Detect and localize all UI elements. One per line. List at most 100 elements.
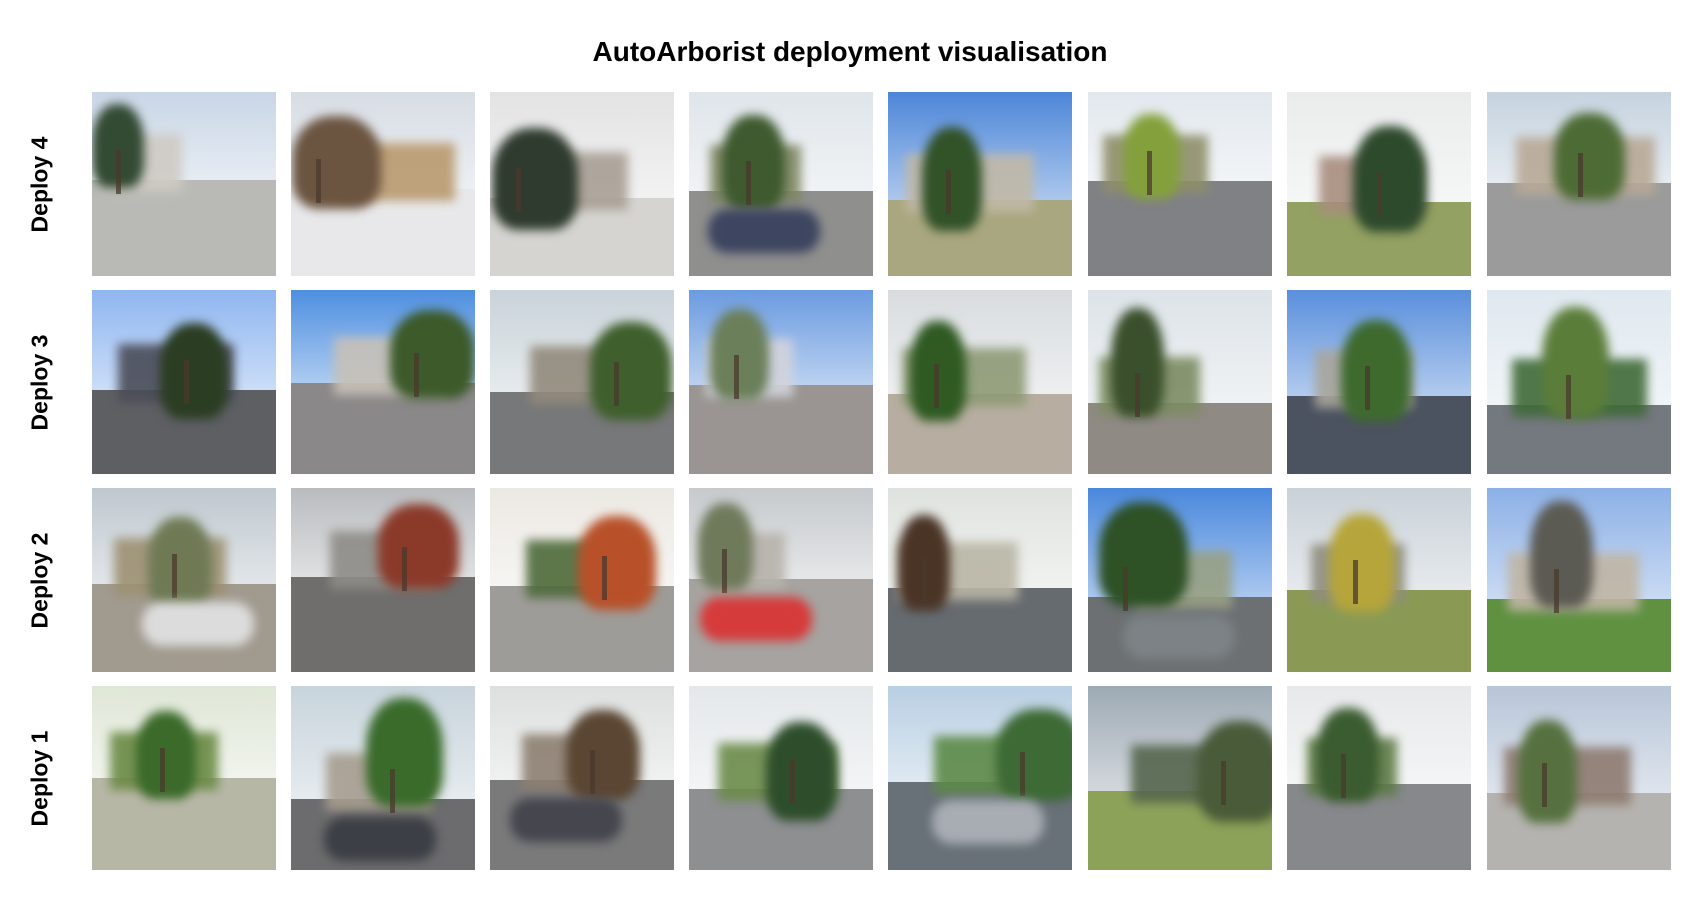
tree-canopy bbox=[136, 711, 196, 799]
row-label-text: Deploy 4 bbox=[26, 136, 53, 232]
tree-canopy bbox=[1197, 721, 1272, 822]
tree-canopy bbox=[578, 516, 656, 610]
tree-canopy bbox=[378, 504, 459, 589]
blurred-car bbox=[932, 800, 1044, 844]
tree-canopy bbox=[1554, 113, 1625, 200]
tree-trunk bbox=[160, 748, 165, 792]
ground-area bbox=[1487, 599, 1671, 672]
tree-canopy bbox=[1329, 514, 1395, 612]
ground-area bbox=[92, 180, 276, 276]
row-label: Deploy 2 bbox=[0, 488, 80, 672]
street-image-yellow-tree-street bbox=[1088, 92, 1272, 276]
tree-trunk bbox=[316, 159, 321, 203]
street-image-gingko-lawn bbox=[1287, 488, 1471, 672]
tree-trunk bbox=[590, 750, 595, 794]
tree-trunk bbox=[1353, 560, 1358, 604]
street-image-evergreen-garden bbox=[689, 686, 873, 870]
tree-trunk bbox=[1341, 754, 1346, 798]
tree-trunk bbox=[402, 547, 407, 591]
tree-trunk bbox=[390, 769, 395, 813]
tree-canopy bbox=[1341, 320, 1411, 422]
tree-trunk bbox=[722, 549, 727, 593]
tree-canopy bbox=[292, 116, 381, 209]
street-image-hedge-wall bbox=[888, 92, 1072, 276]
row-label: Deploy 3 bbox=[0, 290, 80, 474]
row-label: Deploy 4 bbox=[0, 92, 80, 276]
tree-trunk bbox=[934, 364, 939, 408]
row-label-text: Deploy 1 bbox=[26, 730, 53, 826]
tree-trunk bbox=[614, 362, 619, 406]
tree-trunk bbox=[414, 353, 419, 397]
street-image-trimmed-shrubs bbox=[1487, 92, 1671, 276]
street-image-pines-lawn bbox=[1287, 92, 1471, 276]
tree-canopy bbox=[590, 322, 672, 420]
tree-trunk bbox=[1554, 569, 1559, 613]
street-image-silver-car-shrub bbox=[888, 686, 1072, 870]
ground-area bbox=[291, 577, 475, 672]
street-image-red-leaf-tree bbox=[291, 488, 475, 672]
tree-trunk bbox=[1221, 761, 1226, 805]
street-image-field-street bbox=[1088, 686, 1272, 870]
street-image-white-car-yard bbox=[92, 488, 276, 672]
tree-trunk bbox=[1020, 752, 1025, 796]
street-image-snowy-lot bbox=[490, 92, 674, 276]
tree-trunk bbox=[946, 170, 951, 214]
tree-trunk bbox=[746, 161, 751, 205]
tree-canopy bbox=[722, 115, 785, 210]
street-image-white-building bbox=[689, 290, 873, 474]
tree-trunk bbox=[1123, 567, 1128, 611]
street-image-roundabout-tree bbox=[1287, 290, 1471, 474]
tree-canopy bbox=[1518, 720, 1577, 823]
tree-trunk bbox=[922, 558, 927, 602]
tree-canopy bbox=[160, 323, 228, 419]
tree-trunk bbox=[734, 355, 739, 399]
blurred-car bbox=[142, 602, 254, 646]
tree-canopy bbox=[1530, 501, 1593, 608]
street-image-powerlines-hedge bbox=[1487, 290, 1671, 474]
tree-canopy bbox=[390, 310, 475, 399]
ground-area bbox=[689, 385, 873, 474]
street-image-bare-tree-cloud bbox=[1487, 488, 1671, 672]
ground-area bbox=[1487, 793, 1671, 870]
tree-canopy bbox=[1542, 307, 1609, 418]
tree-trunk bbox=[1578, 153, 1583, 197]
street-image-palms-wall bbox=[291, 290, 475, 474]
tree-canopy bbox=[1353, 126, 1427, 232]
tree-canopy bbox=[366, 698, 443, 807]
tree-trunk bbox=[602, 556, 607, 600]
blurred-car bbox=[510, 798, 622, 842]
tree-canopy bbox=[148, 517, 212, 609]
street-image-palm-oak-street bbox=[1088, 290, 1272, 474]
street-image-tree-and-car bbox=[689, 92, 873, 276]
tree-trunk bbox=[1147, 151, 1152, 195]
street-image-brown-house-wires bbox=[1487, 686, 1671, 870]
blurred-car bbox=[324, 817, 436, 861]
ground-area bbox=[1088, 181, 1272, 276]
street-image-red-car-houses bbox=[689, 488, 873, 672]
row-label-text: Deploy 3 bbox=[26, 334, 53, 430]
street-image-snowy-fence bbox=[291, 92, 475, 276]
tree-trunk bbox=[1377, 172, 1382, 216]
blurred-car bbox=[1123, 615, 1235, 659]
street-image-big-green-tree bbox=[888, 290, 1072, 474]
tree-trunk bbox=[116, 150, 121, 194]
tree-trunk bbox=[184, 360, 189, 404]
tree-trunk bbox=[516, 168, 521, 212]
street-image-tall-cypress bbox=[1088, 488, 1272, 672]
tree-trunk bbox=[1365, 366, 1370, 410]
street-image-tall-trees-road bbox=[1287, 686, 1471, 870]
tree-trunk bbox=[1566, 375, 1571, 419]
street-image-flower-bush bbox=[490, 290, 674, 474]
ground-area bbox=[1287, 784, 1471, 870]
street-image-conifer-driveway bbox=[92, 92, 276, 276]
blurred-car bbox=[700, 597, 812, 641]
tree-trunk bbox=[172, 554, 177, 598]
tree-trunk bbox=[1542, 763, 1547, 807]
street-image-sunny-street bbox=[92, 290, 276, 474]
tree-trunk bbox=[790, 759, 795, 803]
row-label-text: Deploy 2 bbox=[26, 532, 53, 628]
street-image-leafy-path bbox=[92, 686, 276, 870]
tree-canopy bbox=[1099, 502, 1188, 607]
tree-canopy bbox=[766, 722, 837, 821]
street-image-tree-two-cars bbox=[490, 686, 674, 870]
